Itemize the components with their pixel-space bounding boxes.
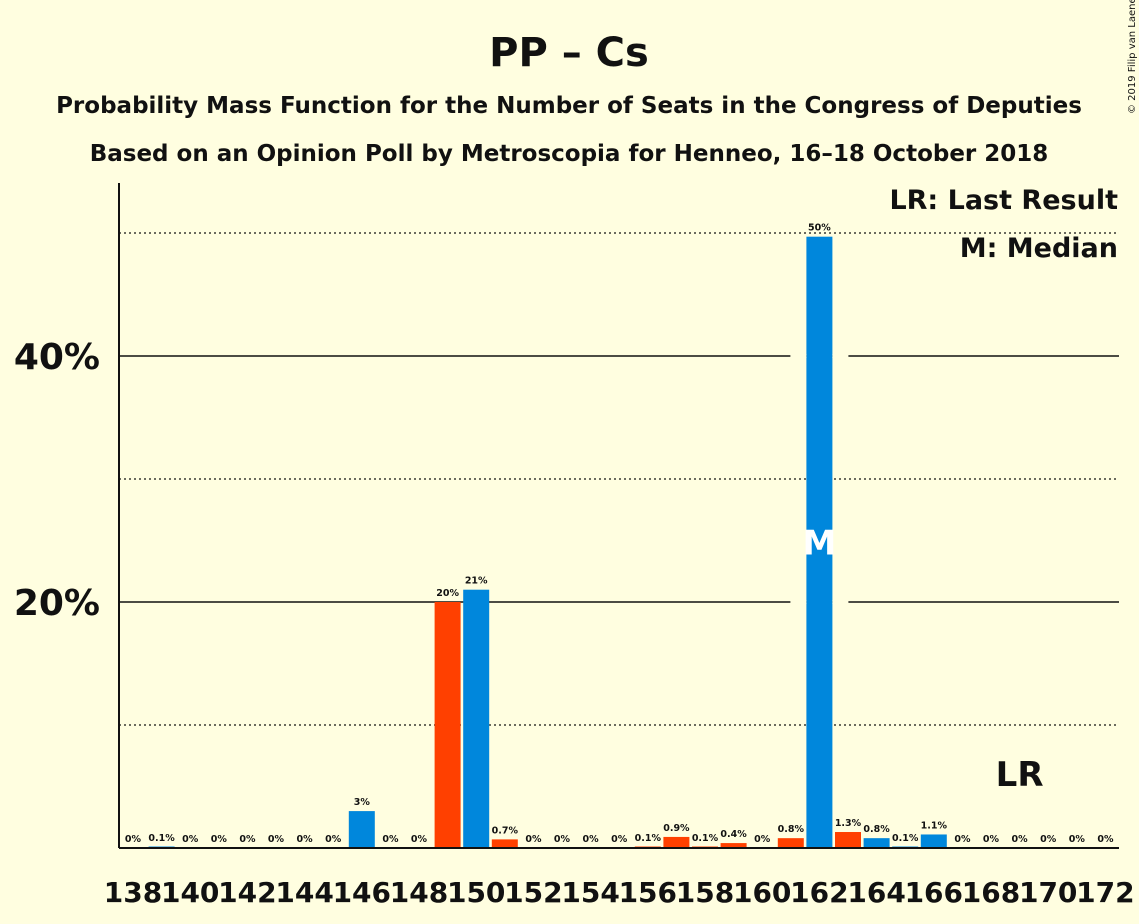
x-tick-label: 144	[275, 876, 333, 909]
data-label-151: 0.7%	[492, 825, 519, 836]
data-label-161: 0.8%	[778, 824, 805, 835]
y-tick-label: 40%	[14, 337, 100, 378]
data-label-146: 3%	[354, 797, 371, 808]
x-tick-label: 146	[333, 876, 391, 909]
gridline-gap-left	[790, 354, 807, 358]
x-tick-label: 152	[504, 876, 562, 909]
chart-subtitle-2: Based on an Opinion Poll by Metroscopia …	[90, 141, 1049, 167]
data-label-157: 0.9%	[663, 823, 690, 834]
x-tick-label: 166	[905, 876, 963, 909]
bar-163	[835, 832, 861, 848]
y-axis-ticks: 20% 40%	[14, 337, 100, 624]
gridlines	[119, 232, 1119, 726]
x-axis-ticks: 1381401421441461481501521541561581601621…	[104, 876, 1135, 909]
y-tick-label: 20%	[14, 583, 100, 624]
data-label-145: 0%	[325, 834, 342, 845]
data-label-153: 0%	[554, 834, 571, 845]
x-tick-label: 148	[390, 876, 448, 909]
data-label-152: 0%	[525, 834, 542, 845]
data-label-168: 0%	[983, 834, 1000, 845]
x-tick-label: 150	[447, 876, 505, 909]
bar-164	[863, 838, 890, 848]
data-labels: 0% 0.1% 0% 0% 0% 0% 0% 0% 3% 0% 0% 20% 21% 0.7% 0% 0% 0%…	[125, 223, 1114, 845]
x-tick-label: 164	[847, 876, 905, 909]
bar-146	[348, 811, 375, 848]
data-label-169: 0%	[1012, 834, 1029, 845]
data-label-159: 0.4%	[720, 829, 747, 840]
chart-title: PP – Cs	[489, 30, 649, 76]
x-tick-label: 158	[676, 876, 734, 909]
last-result-marker: LR	[996, 755, 1044, 795]
x-tick-label: 156	[619, 876, 677, 909]
data-label-172: 0%	[1097, 834, 1114, 845]
gridline-gap-left	[790, 600, 807, 604]
chart-subtitle-1: Probability Mass Function for the Number…	[56, 93, 1082, 119]
gridline-gap-right	[832, 354, 849, 358]
data-label-141: 0%	[211, 834, 228, 845]
bars	[148, 236, 947, 848]
x-tick-label: 154	[561, 876, 619, 909]
data-label-163: 1.3%	[835, 818, 862, 829]
data-label-143: 0%	[268, 834, 285, 845]
data-label-167: 0%	[954, 834, 971, 845]
x-tick-label: 172	[1076, 876, 1134, 909]
data-label-155: 0%	[611, 834, 628, 845]
data-label-171: 0%	[1069, 834, 1086, 845]
data-label-160: 0%	[754, 834, 771, 845]
bar-150	[463, 589, 490, 848]
data-label-154: 0%	[583, 834, 600, 845]
data-label-158: 0.1%	[692, 833, 719, 844]
x-tick-label: 142	[218, 876, 276, 909]
data-label-138: 0%	[125, 834, 142, 845]
bar-151	[491, 839, 518, 848]
data-label-150: 21%	[465, 576, 488, 587]
bar-157	[663, 836, 690, 848]
bar-159	[720, 843, 747, 848]
bar-162	[806, 236, 833, 848]
data-label-140: 0%	[182, 834, 199, 845]
data-label-139: 0.1%	[148, 833, 175, 844]
data-label-170: 0%	[1040, 834, 1057, 845]
data-label-164: 0.8%	[863, 824, 890, 835]
x-tick-label: 162	[790, 876, 848, 909]
data-label-144: 0%	[297, 834, 314, 845]
x-tick-label: 140	[161, 876, 219, 909]
legend-last-result: LR: Last Result	[889, 185, 1118, 216]
bar-161	[777, 838, 804, 848]
x-tick-label: 168	[962, 876, 1020, 909]
x-tick-label: 160	[733, 876, 791, 909]
data-label-149: 20%	[436, 588, 459, 599]
bar-149	[434, 602, 461, 848]
markers: M LR	[790, 354, 1044, 795]
legend-median: M: Median	[960, 233, 1118, 264]
data-label-166: 1.1%	[921, 820, 948, 831]
bar-166	[920, 834, 947, 848]
data-label-162: 50%	[808, 223, 831, 234]
data-label-156: 0.1%	[635, 833, 662, 844]
gridline-gap-right	[832, 600, 849, 604]
copyright-note: © 2019 Filip van Laenen	[1127, 0, 1138, 114]
data-label-165: 0.1%	[892, 833, 919, 844]
data-label-148: 0%	[411, 834, 428, 845]
x-tick-label: 138	[104, 876, 162, 909]
data-label-142: 0%	[239, 834, 256, 845]
data-label-147: 0%	[382, 834, 399, 845]
median-marker: M	[802, 523, 836, 563]
x-tick-label: 170	[1019, 876, 1077, 909]
